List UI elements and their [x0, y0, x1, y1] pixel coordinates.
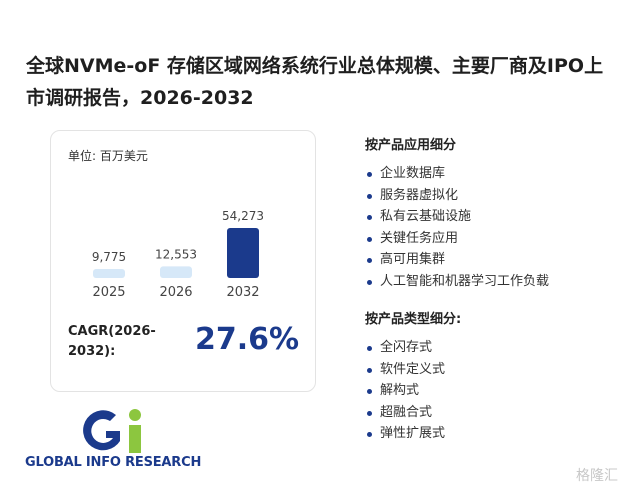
- logo-text: GLOBAL INFO RESEARCH: [25, 455, 202, 470]
- unit-label: 单位: 百万美元: [68, 149, 148, 163]
- bar: [227, 228, 259, 278]
- list-item: 服务器虚拟化: [365, 185, 549, 207]
- chart-card: [50, 130, 316, 392]
- bar: [160, 266, 192, 278]
- category-label: 2026: [159, 285, 192, 300]
- list-item: 解构式: [365, 380, 461, 402]
- application-list: 按产品应用细分 企业数据库 服务器虚拟化 私有云基础设施 关键任务应用 高可用集群 人工智…: [365, 134, 549, 292]
- category-label: 2025: [92, 285, 125, 300]
- list-item: 高可用集群: [365, 249, 549, 271]
- list-item: 私有云基础设施: [365, 206, 549, 228]
- list-heading: 按产品应用细分: [365, 138, 457, 153]
- logo-mark: [83, 409, 141, 453]
- list-item: 人工智能和机器学习工作负载: [365, 271, 549, 293]
- list: 企业数据库 服务器虚拟化 私有云基础设施 关键任务应用 高可用集群 人工智能和机器学习工作…: [365, 163, 549, 292]
- cagr-value: 27.6%: [195, 322, 300, 357]
- title: 全球NVMe-oF 存储区域网络系统行业总体规模、主要厂商及IPO上市调研报告，…: [26, 55, 604, 109]
- category-label: 2032: [226, 285, 259, 300]
- cagr-label: CAGR(2026-2032):: [68, 324, 156, 359]
- list-item: 弹性扩展式: [365, 423, 461, 445]
- list-item: 全闪存式: [365, 337, 461, 359]
- bar: [93, 268, 125, 278]
- list: 全闪存式 软件定义式 解构式 超融合式 弹性扩展式: [365, 337, 461, 445]
- type-list: 按产品类型细分: 全闪存式 软件定义式 解构式 超融合式 弹性扩展式: [365, 308, 461, 445]
- value-label: 12,553: [155, 247, 197, 261]
- value-label: 9,775: [92, 250, 126, 264]
- list-item: 软件定义式: [365, 359, 461, 381]
- list-item: 超融合式: [365, 402, 461, 424]
- value-label: 54,273: [222, 209, 264, 223]
- list-item: 关键任务应用: [365, 228, 549, 250]
- list-heading: 按产品类型细分:: [365, 312, 462, 327]
- watermark: 格隆汇: [576, 468, 618, 484]
- list-item: 企业数据库: [365, 163, 549, 185]
